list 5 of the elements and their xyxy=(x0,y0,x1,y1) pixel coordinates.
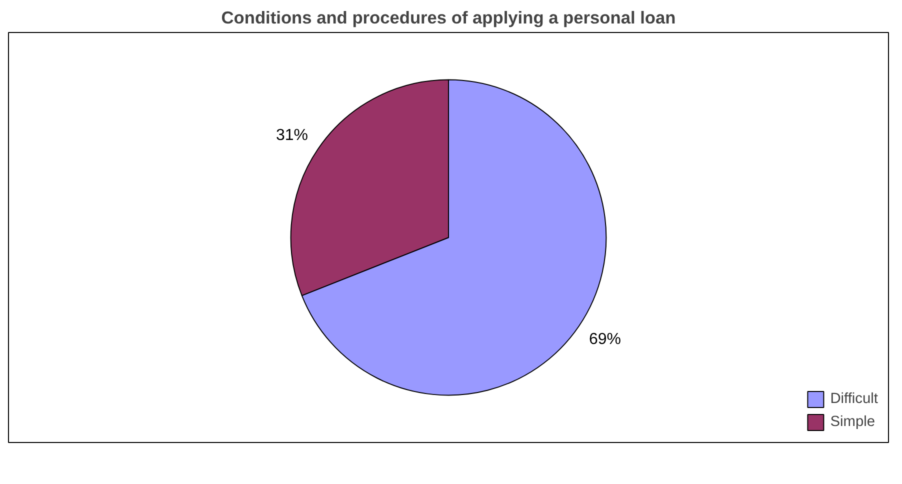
data-label: 69% xyxy=(588,330,622,348)
chart-title: Conditions and procedures of applying a personal loan xyxy=(221,8,676,28)
data-label: 31% xyxy=(276,127,308,144)
legend-label: Difficult xyxy=(830,391,878,407)
legend-label: Simple xyxy=(830,414,876,430)
